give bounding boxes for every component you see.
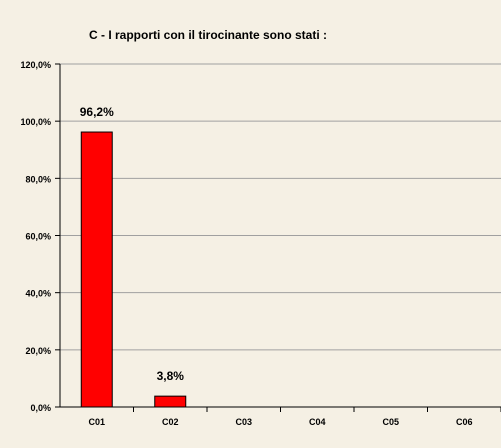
y-tick-label: 60,0% bbox=[25, 232, 51, 242]
y-tick-label: 120,0% bbox=[20, 60, 51, 70]
x-tick-label-c04: C04 bbox=[309, 417, 326, 427]
bar-c01 bbox=[80, 131, 113, 408]
data-label-c01: 96,2% bbox=[80, 105, 114, 119]
axes bbox=[59, 64, 501, 408]
gridlines bbox=[55, 63, 501, 412]
y-tick-label: 0,0% bbox=[30, 403, 51, 413]
y-axis-tick-labels: 0,0% 20,0% 40,0% 60,0% 80,0% 100,0% 120,0% bbox=[20, 60, 51, 413]
x-tick-label-c02: C02 bbox=[162, 417, 179, 427]
y-tick-label: 80,0% bbox=[25, 174, 51, 184]
x-tick-label-c05: C05 bbox=[382, 417, 399, 427]
y-tick-label: 40,0% bbox=[25, 289, 51, 299]
x-tick-label-c06: C06 bbox=[456, 417, 473, 427]
y-tick-label: 100,0% bbox=[20, 117, 51, 127]
x-axis-tick-labels: C01 C02 C03 C04 C05 C06 bbox=[88, 417, 472, 427]
data-label-c02: 3,8% bbox=[157, 369, 185, 383]
y-tick-label: 20,0% bbox=[25, 346, 51, 356]
x-tick-label-c03: C03 bbox=[235, 417, 252, 427]
x-tick-label-c01: C01 bbox=[88, 417, 105, 427]
data-labels: 96,2% 3,8% bbox=[80, 105, 185, 383]
bar-c02 bbox=[154, 395, 187, 408]
chart-title: C - I rapporti con il tirocinante sono s… bbox=[89, 28, 327, 42]
